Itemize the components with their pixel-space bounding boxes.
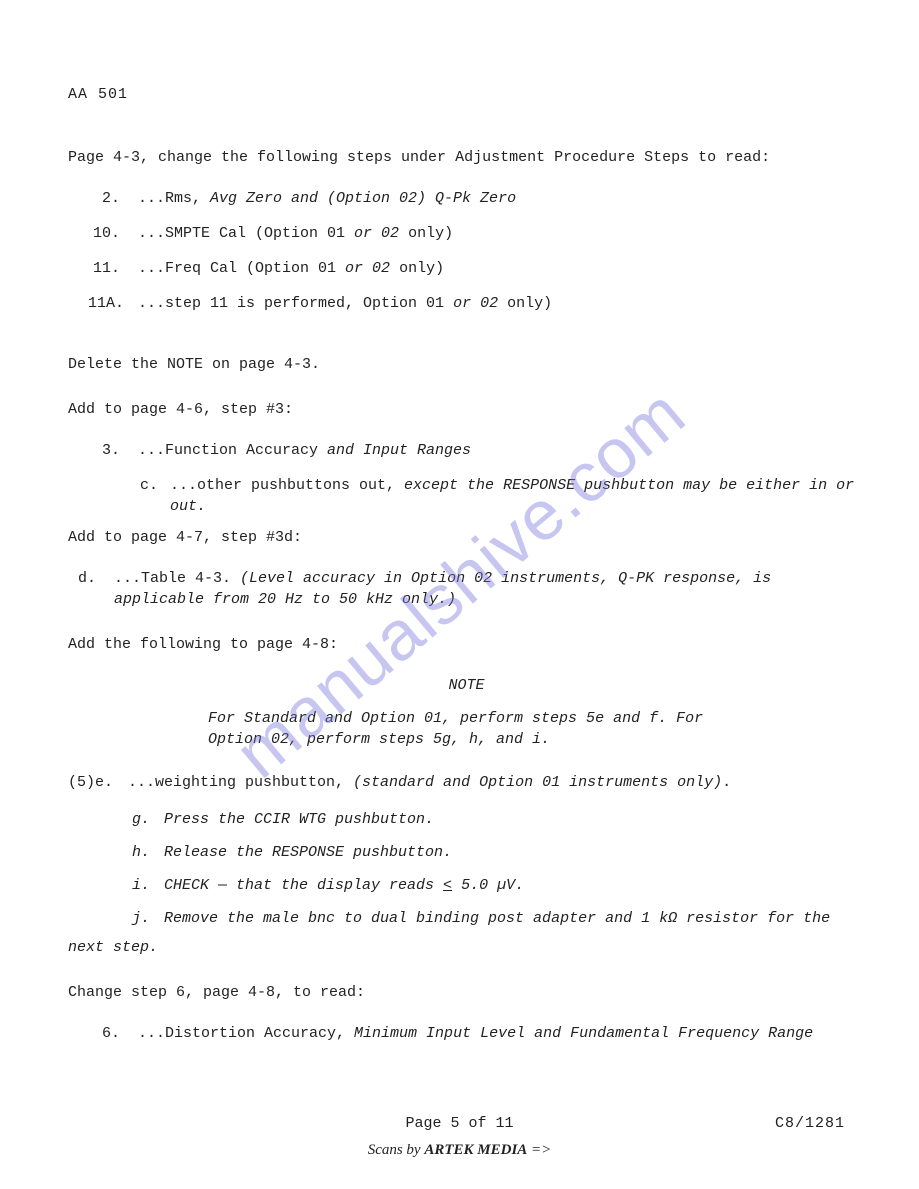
sub-j: j.Remove the male bnc to dual binding po… [68,908,865,929]
step-body: ...Distortion Accuracy, Minimum Input Le… [138,1023,865,1044]
step-letter: d. [68,568,114,610]
sub-body: Release the RESPONSE pushbutton. [164,842,865,863]
add46-intro: Add to page 4-6, step #3: [68,399,865,420]
sub-row: h. Release the RESPONSE pushbutton. [68,842,865,863]
sub-body: Press the CCIR WTG pushbutton. [164,809,865,830]
sub-letter: g. [132,809,164,830]
step-num: 11A. [88,293,138,314]
sub-letter: i. [132,875,164,896]
step-5e: (5)e. ...weighting pushbutton, (standard… [68,772,865,793]
sub-body: CHECK — that the display reads < 5.0 µV. [164,875,865,896]
sub-row: g. Press the CCIR WTG pushbutton. [68,809,865,830]
sub-row: c. ...other pushbuttons out, except the … [68,475,865,517]
step-row: d. ...Table 4-3. (Level accuracy in Opti… [68,568,865,610]
step-body: ...SMPTE Cal (Option 01 or 02 only) [138,223,865,244]
doc-id: AA 501 [68,84,865,105]
step-body: ...step 11 is performed, Option 01 or 02… [138,293,865,314]
step-row: 6. ...Distortion Accuracy, Minimum Input… [68,1023,865,1044]
step-row: 10. ...SMPTE Cal (Option 01 or 02 only) [68,223,865,244]
sub-j-cont: next step. [68,937,865,958]
add47-intro: Add to page 4-7, step #3d: [68,527,865,548]
step-body: ...Function Accuracy and Input Ranges [138,440,865,461]
p43-intro: Page 4-3, change the following steps und… [68,147,865,168]
step-body: ...Table 4-3. (Level accuracy in Option … [114,568,865,610]
step-num: 11. [88,258,138,279]
note-label: NOTE [68,675,865,696]
sub-letter: h. [132,842,164,863]
change6-intro: Change step 6, page 4-8, to read: [68,982,865,1003]
page-footer: Page 5 of 11 C8/1281 Scans by ARTEK MEDI… [0,1113,919,1161]
step-body: ...Rms, Avg Zero and (Option 02) Q-Pk Ze… [138,188,865,209]
step-row: 3. ...Function Accuracy and Input Ranges [68,440,865,461]
delete-note: Delete the NOTE on page 4-3. [68,354,865,375]
step-num: (5)e. [68,772,128,793]
step-body: ...weighting pushbutton, (standard and O… [128,772,731,793]
scan-credit: Scans by ARTEK MEDIA => [0,1140,919,1161]
step-body: ...Freq Cal (Option 01 or 02 only) [138,258,865,279]
note-body: For Standard and Option 01, perform step… [68,708,865,750]
sub-letter: c. [140,475,170,517]
step-row: 11. ...Freq Cal (Option 01 or 02 only) [68,258,865,279]
step-num: 10. [88,223,138,244]
step-num: 6. [88,1023,138,1044]
sub-body: ...other pushbuttons out, except the RES… [170,475,865,517]
page-number: Page 5 of 11 [405,1115,513,1132]
revision-code: C8/1281 [775,1113,845,1134]
step-row: 2. ...Rms, Avg Zero and (Option 02) Q-Pk… [68,188,865,209]
add48-intro: Add the following to page 4-8: [68,634,865,655]
step-num: 2. [88,188,138,209]
step-row: 11A. ...step 11 is performed, Option 01 … [68,293,865,314]
sub-letter: j. [132,908,164,929]
sub-row: i. CHECK — that the display reads < 5.0 … [68,875,865,896]
step-num: 3. [88,440,138,461]
